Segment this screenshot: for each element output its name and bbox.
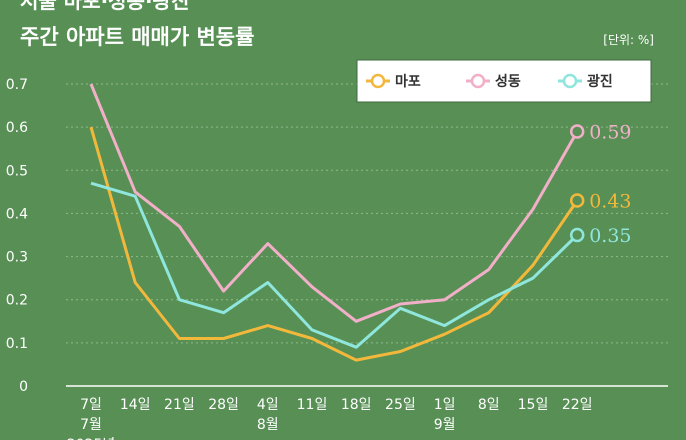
series-line-2: [90, 181, 579, 349]
data-point-1-11: [569, 124, 585, 139]
data-point-0-11: [569, 193, 585, 208]
x-tick-label: 18일: [341, 397, 372, 413]
y-tick-label: 0.7: [6, 77, 28, 93]
end-value-label: 0.35: [589, 225, 631, 247]
grid-lines: [66, 83, 668, 387]
end-value-label: 0.59: [589, 121, 631, 143]
x-tick-label: 28일: [208, 397, 239, 413]
series-line-1: [89, 83, 579, 323]
y-tick-label: 0.1: [6, 336, 28, 352]
x-tick-label: 22일: [562, 397, 593, 413]
x-tick-label: 8일: [478, 397, 500, 413]
end-value-label: 0.43: [589, 190, 631, 212]
legend-label: 성동: [495, 74, 521, 90]
y-tick-label: 0: [19, 379, 28, 395]
legend-swatch-marker: [470, 73, 486, 89]
x-tick-label: 14일: [120, 397, 151, 413]
y-axis-ticks: 0 0.1 0.2 0.3 0.4 0.5 0.6 0.7: [6, 77, 28, 395]
x-tick-label: 25일: [385, 397, 416, 413]
chart-title-line2: 주간 아파트 매매가 변동률: [20, 25, 254, 49]
legend-swatch-marker: [562, 73, 578, 89]
y-tick-label: 0.4: [6, 206, 28, 222]
unit-label: [단위: %]: [603, 33, 654, 47]
data-point-2-11: [569, 227, 585, 243]
x-tick-label: 7일7월2025년: [67, 397, 116, 440]
legend: 마포 성동 광진: [356, 59, 652, 103]
x-tick-label: 4일 8월: [257, 397, 279, 433]
x-tick-label: 1일 9월: [434, 397, 456, 433]
chart-title-line1: 서울 마포·성동·광진: [20, 0, 189, 13]
x-tick-label: 15일: [518, 397, 549, 413]
legend-box: [356, 59, 652, 103]
y-tick-label: 0.6: [6, 120, 28, 136]
series-lines: 0.43 0.59 0.35: [89, 83, 632, 362]
series-line-0: [89, 126, 579, 362]
y-tick-label: 0.5: [6, 163, 28, 179]
legend-label: 광진: [587, 73, 613, 90]
x-tick-label: 11일: [297, 397, 328, 413]
legend-label: 마포: [395, 74, 421, 90]
x-tick-label: 21일: [164, 397, 195, 413]
y-tick-label: 0.2: [6, 293, 28, 309]
y-tick-label: 0.3: [6, 250, 28, 266]
legend-swatch-marker: [370, 73, 386, 89]
